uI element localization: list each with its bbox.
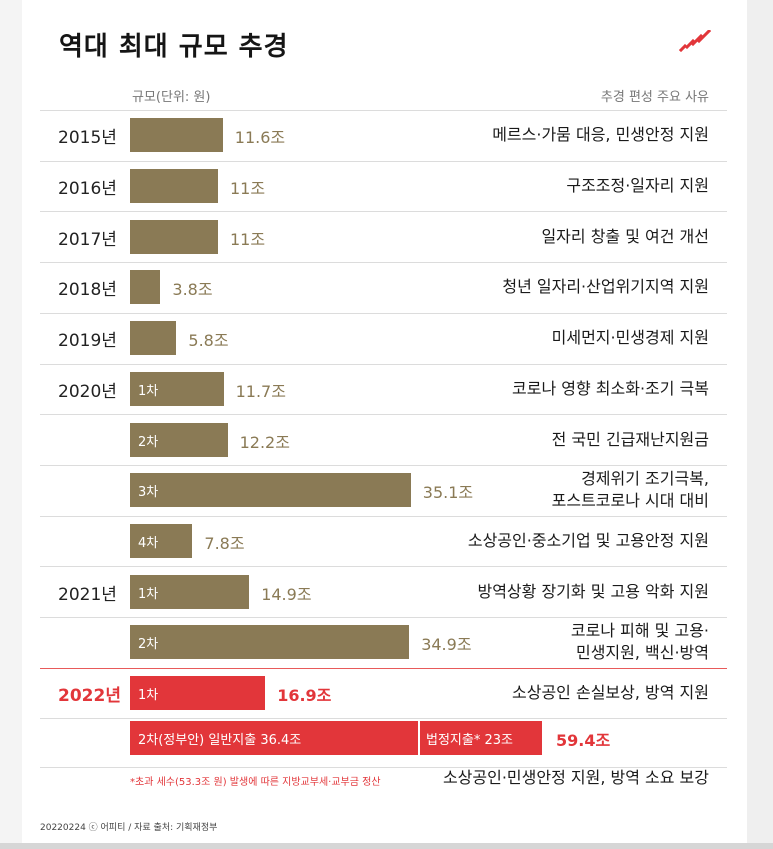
reason-line: 메르스·가뭄 대응, 민생안정 지원 bbox=[492, 125, 709, 145]
bar bbox=[130, 625, 410, 660]
row-divider bbox=[40, 262, 727, 264]
bar-value-label: 35.1조 bbox=[422, 483, 474, 503]
reason-line: 코로나 피해 및 고용· bbox=[570, 621, 709, 641]
year-label: 2020년 bbox=[58, 381, 117, 402]
bar bbox=[130, 118, 223, 153]
reason-line: 코로나 영향 최소화·조기 극복 bbox=[512, 378, 709, 398]
year-label: 2018년 bbox=[58, 280, 117, 301]
reason-text: 방역상황 장기화 및 고용 악화 지원 bbox=[477, 581, 709, 603]
bar bbox=[130, 371, 224, 406]
reason-line: 소상공인·중소기업 및 고용안정 지원 bbox=[467, 530, 709, 550]
reason-text: 전 국민 긴급재난지원금 bbox=[552, 429, 709, 451]
year-label: 2015년 bbox=[58, 128, 117, 149]
row-divider bbox=[40, 617, 727, 618]
reason-line: 방역상황 장기화 및 고용 악화 지원 bbox=[477, 581, 709, 601]
stacked-bar-segment bbox=[418, 721, 542, 756]
reason-text: 메르스·가뭄 대응, 민생안정 지원 bbox=[492, 124, 709, 146]
bar-round-label: 1차 bbox=[138, 586, 159, 602]
segment-label: 2차(정부안) 일반지출 36.4조 bbox=[138, 733, 302, 749]
reason-line: 소상공인·민생안정 지원, 방역 소요 보강 bbox=[442, 768, 709, 788]
bar-value-label: 11.7조 bbox=[235, 381, 286, 401]
segment-divider bbox=[418, 721, 420, 756]
source-credit: 20220224 ⓒ 어피티 / 자료 출처: 기획재정부 bbox=[40, 823, 218, 833]
row-divider bbox=[40, 160, 727, 162]
bar-round-label: 1차 bbox=[138, 688, 159, 704]
bar-round-label: 1차 bbox=[138, 383, 159, 399]
year-label: 2019년 bbox=[58, 331, 117, 352]
reason-header: 추경 편성 주요 사유 bbox=[600, 90, 709, 105]
year-label: 2021년 bbox=[58, 584, 117, 605]
bar bbox=[130, 574, 250, 609]
reason-line: 일자리 창출 및 여건 개선 bbox=[541, 226, 709, 246]
page-left-margin bbox=[0, 0, 22, 849]
bar-value-label: 5.8조 bbox=[188, 331, 229, 351]
row-divider bbox=[40, 363, 727, 365]
reason-line: 구조조정·일자리 지원 bbox=[566, 176, 709, 196]
reason-text: 경제위기 조기극복, 포스트코로나 시대 대비 bbox=[552, 468, 709, 512]
bar-round-label: 2차 bbox=[138, 434, 159, 450]
infographic-card: 역대 최대 규모 추경 규모(단위: 원) 추경 편성 주요 사유 *초과 세수… bbox=[22, 0, 747, 843]
bar-value-label: 34.9조 bbox=[421, 635, 472, 655]
row-divider bbox=[40, 414, 727, 416]
row-divider bbox=[40, 211, 727, 213]
bar bbox=[130, 523, 193, 558]
bar bbox=[130, 169, 218, 204]
bar bbox=[130, 270, 161, 305]
scale-header: 규모(단위: 원) bbox=[132, 90, 211, 105]
reason-line: 청년 일자리·산업위기지역 지원 bbox=[502, 277, 709, 297]
bar-value-label: 12.2조 bbox=[239, 432, 290, 452]
year-label: 2017년 bbox=[58, 229, 117, 250]
bar bbox=[130, 321, 177, 356]
bar-value-label: 14.9조 bbox=[261, 584, 312, 604]
bar-value-label: 3.8조 bbox=[172, 280, 213, 300]
bar-value-label: 7.8조 bbox=[204, 533, 245, 553]
reason-text: 코로나 피해 및 고용· 민생지원, 백신·방역 bbox=[571, 620, 709, 664]
bar-value-label: 11조 bbox=[230, 179, 266, 199]
reason-text: 소상공인·중소기업 및 고용안정 지원 bbox=[468, 530, 709, 552]
year-label: 2022년 bbox=[58, 686, 121, 707]
reason-text: 소상공인 손실보상, 방역 지원 bbox=[512, 682, 709, 704]
year-label: 2016년 bbox=[58, 179, 117, 200]
reason-line: 소상공인 손실보상, 방역 지원 bbox=[512, 683, 709, 703]
bar-round-label: 4차 bbox=[138, 535, 159, 551]
row-divider bbox=[40, 667, 727, 669]
bar bbox=[130, 219, 218, 254]
row-divider bbox=[40, 767, 727, 769]
footnote: *초과 세수(53.3조 원) 발생에 따른 지방교부세·교부금 정산 bbox=[130, 777, 381, 788]
reason-line: 민생지원, 백신·방역 bbox=[575, 643, 709, 663]
reason-line: 전 국민 긴급재난지원금 bbox=[551, 429, 709, 449]
segment-label: 법정지출* 23조 bbox=[426, 733, 513, 749]
reason-text: 일자리 창출 및 여건 개선 bbox=[541, 226, 709, 248]
stacked-total-label: 59.4조 bbox=[556, 731, 611, 751]
row-divider bbox=[40, 464, 727, 466]
bar-value-label: 16.9조 bbox=[277, 686, 332, 706]
reason-line: 경제위기 조기극복, bbox=[581, 469, 709, 489]
row-divider bbox=[40, 515, 727, 517]
reason-text: 코로나 영향 최소화·조기 극복 bbox=[512, 378, 709, 400]
bar bbox=[130, 473, 411, 508]
page-bottom-strip bbox=[0, 843, 773, 849]
bar bbox=[130, 422, 228, 457]
row-divider bbox=[40, 566, 727, 568]
bar-round-label: 2차 bbox=[138, 637, 159, 653]
reason-line: 포스트코로나 시대 대비 bbox=[551, 491, 709, 511]
row-divider bbox=[40, 312, 727, 314]
reason-text: 구조조정·일자리 지원 bbox=[566, 175, 709, 197]
bar-value-label: 11조 bbox=[230, 229, 266, 249]
bar-round-label: 3차 bbox=[138, 485, 159, 501]
chart-title: 역대 최대 규모 추경 bbox=[59, 32, 289, 62]
reason-line: 미세먼지·민생경제 지원 bbox=[551, 328, 709, 348]
reason-text: 청년 일자리·산업위기지역 지원 bbox=[502, 276, 709, 298]
page-right-margin bbox=[747, 0, 773, 849]
reason-text: 소상공인·민생안정 지원, 방역 소요 보강 bbox=[443, 767, 709, 789]
row-divider bbox=[40, 718, 727, 720]
bar-value-label: 11.6조 bbox=[234, 128, 286, 148]
row-divider bbox=[40, 110, 727, 111]
reason-text: 미세먼지·민생경제 지원 bbox=[552, 327, 709, 349]
stripe-logo-icon bbox=[679, 30, 711, 52]
bar bbox=[130, 676, 266, 711]
stacked-bar-segment bbox=[130, 721, 418, 756]
